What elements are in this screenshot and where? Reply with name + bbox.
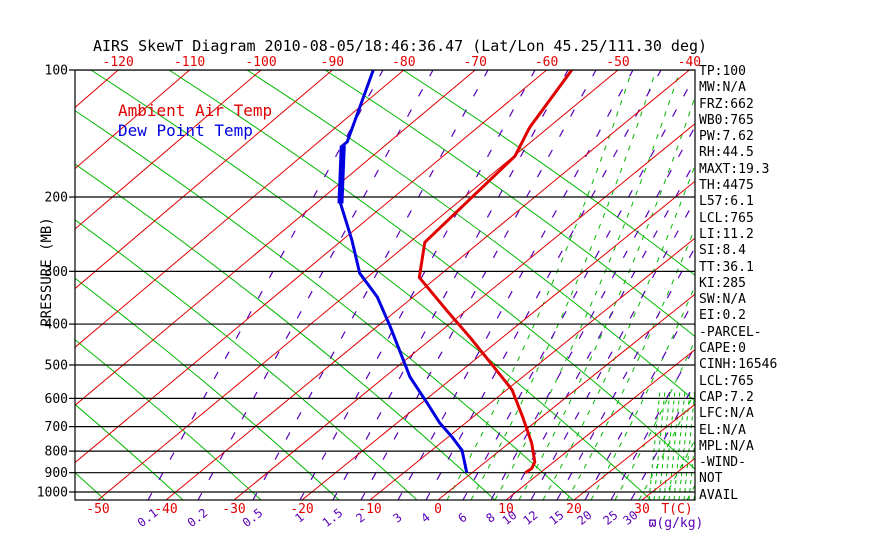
top-temp-tick-label: -70 [463, 55, 486, 70]
isotherms [75, 70, 695, 500]
pressure-tick-label: 700 [45, 420, 68, 435]
bottom-temp-tick-label: -10 [358, 502, 381, 517]
moist-adiabat-comb [648, 389, 695, 500]
pressure-tick-label: 300 [45, 265, 68, 280]
stat-line: LI:11.2 [699, 226, 754, 242]
bottom-temp-tick-label: 20 [566, 502, 582, 517]
plot-border [74, 69, 696, 501]
stat-line: -PARCEL- [699, 324, 762, 340]
stat-line: TT:36.1 [699, 259, 754, 275]
mixing-ratio-tick-label: 8 [483, 510, 497, 525]
stat-line: MAXT:19.3 [699, 161, 770, 177]
stat-line: TH:4475 [699, 178, 754, 194]
stats-panel: TP:100 MW:N/A FRZ:662 WB0:765 PW:7.62 RH:44.5… [699, 64, 777, 504]
mixing-ratio-tick-label: 15 [547, 508, 567, 528]
top-temp-tick-label: -100 [245, 55, 276, 70]
stat-line: CAP:7.2 [699, 389, 754, 405]
pressure-tick-label: 400 [45, 318, 68, 333]
pressure-tick-label: 600 [45, 392, 68, 407]
bottom-temp-tick-label: 0 [434, 502, 442, 517]
dew-point-thick-segment [337, 145, 346, 204]
chart-title: AIRS SkewT Diagram 2010-08-05/18:46:36.4… [92, 37, 708, 55]
pressure-tick-label: 100 [45, 64, 68, 79]
dry-adiabats [75, 70, 695, 500]
stat-line: SI:8.4 [699, 243, 746, 259]
mixing-ratio-tick-label: 6 [455, 510, 469, 525]
ambient-temp-curve [417, 70, 574, 474]
top-temp-tick-label: -40 [678, 55, 701, 70]
stat-line: PW:7.62 [699, 129, 754, 145]
bottom-temp-tick-label: 10 [498, 502, 514, 517]
stat-line: CAPE:0 [699, 341, 746, 357]
pressure-axis-label: PRESSURE (MB) [39, 217, 55, 327]
stat-line: WB0:765 [699, 112, 754, 128]
top-temp-tick-label: -90 [321, 55, 344, 70]
top-temp-tick-label: -60 [535, 55, 558, 70]
stat-line: KI:285 [699, 275, 746, 291]
pressure-tick-label: 900 [45, 466, 68, 481]
stat-line: CINH:16546 [699, 357, 778, 373]
top-temp-tick-label: -80 [392, 55, 415, 70]
bottom-temp-tick-label: -40 [154, 502, 177, 517]
legend-ambient-air-temp: Ambient Air Temp [118, 101, 273, 120]
mixing-ratio-tick-label: 1.5 [320, 506, 346, 530]
bottom-temp-tick-label: -20 [290, 502, 313, 517]
stat-line: MPL:N/A [699, 438, 754, 454]
stat-line: RH:44.5 [699, 145, 754, 161]
stat-line: FRZ:662 [699, 96, 754, 112]
stat-line: EI:0.2 [699, 308, 746, 324]
mixing-ratio-tick-label: 3 [390, 510, 404, 525]
mixing-ratio-tick-label: 4 [418, 510, 432, 525]
plot-area [75, 70, 695, 500]
stat-line: LCL:765 [699, 210, 754, 226]
pressure-tick-label: 1000 [37, 486, 68, 501]
stat-line: TP:100 [699, 64, 746, 79]
stat-line: NOT [699, 471, 723, 487]
bottom-temp-tick-label: 30 [634, 502, 650, 517]
moist-adiabats [446, 70, 695, 500]
stat-line: L57:6.1 [699, 194, 754, 210]
bottom-temp-tick-label: -50 [86, 502, 109, 517]
mixing-ratio-tick-label: 25 [601, 508, 621, 528]
pressure-lines [75, 70, 695, 493]
stat-line: AVAIL [699, 487, 739, 503]
top-temp-tick-label: -120 [103, 55, 134, 70]
pressure-tick-label: 200 [45, 191, 68, 206]
bottom-temp-tick-label: -30 [222, 502, 245, 517]
pressure-tick-label: 500 [45, 358, 68, 373]
stat-line: LCL:765 [699, 373, 754, 389]
mixing-ratio-tick-label: 0.2 [185, 506, 211, 530]
top-temp-tick-label: -110 [174, 55, 205, 70]
legend-dew-point-temp: Dew Point Temp [118, 121, 253, 140]
stat-line: LFC:N/A [699, 406, 754, 422]
mixing-ratio-tick-label: 12 [521, 508, 541, 528]
mixing-ratio-unit-label: ϖ(g/kg) [649, 516, 704, 531]
top-temp-tick-label: -50 [606, 55, 629, 70]
pressure-tick-label: 800 [45, 445, 68, 460]
stat-line: MW:N/A [699, 80, 746, 96]
temp-unit-label: T(C) [661, 502, 692, 517]
stat-line: SW:N/A [699, 292, 746, 308]
stat-line: -WIND- [699, 455, 746, 471]
stat-line: EL:N/A [699, 422, 746, 438]
